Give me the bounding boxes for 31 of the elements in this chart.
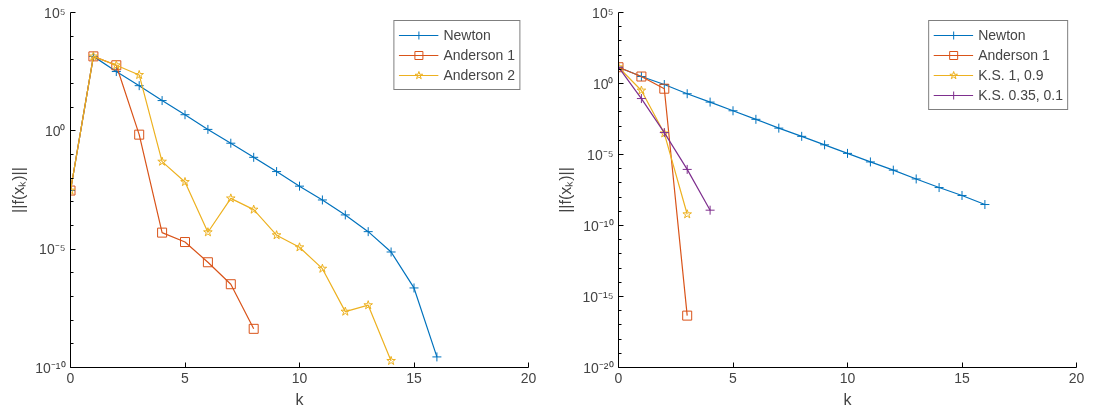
x-tick-label: 15 [954, 369, 970, 386]
legend-label: Anderson 2 [443, 67, 515, 83]
x-tick-label: 10 [839, 369, 856, 386]
legend-label: K.S. 0.35, 0.1 [978, 87, 1063, 103]
x-tick-label: 5 [729, 369, 738, 386]
y-tick-label: 10⁵ [592, 4, 614, 21]
y-tick-label: 10⁻¹⁰ [35, 359, 66, 376]
y-tick-label: 10⁻²⁰ [583, 359, 614, 376]
y-tick-label: 10⁰ [592, 75, 614, 92]
y-tick-label: 10⁻⁵ [39, 241, 66, 258]
y-tick-label: 10⁻⁵ [587, 146, 614, 163]
legend-label: Newton [978, 27, 1026, 43]
x-tick-label: 10 [291, 369, 308, 386]
x-tick-label: 20 [1068, 369, 1085, 386]
y-axis-title: ||f(xₖ)|| [10, 167, 28, 213]
y-tick-label: 10⁻¹⁰ [583, 217, 614, 234]
x-tick-label: 0 [614, 369, 623, 386]
legend-label: Anderson 1 [978, 47, 1050, 63]
legend-label: K.S. 1, 0.9 [978, 67, 1044, 83]
x-tick-label: 15 [406, 369, 422, 386]
x-tick-label: 20 [520, 369, 537, 386]
y-tick-label: 10⁵ [44, 4, 66, 21]
y-tick-label: 10⁰ [44, 122, 66, 139]
legend-label: Anderson 1 [443, 47, 515, 63]
x-axis-title: k [843, 390, 853, 408]
x-tick-label: 0 [66, 369, 75, 386]
x-axis-title: k [295, 390, 305, 408]
x-tick-label: 5 [181, 369, 190, 386]
y-tick-label: 10⁻¹⁵ [582, 288, 614, 305]
legend-label: Newton [443, 27, 491, 43]
y-axis-title: ||f(xₖ)|| [557, 167, 575, 213]
